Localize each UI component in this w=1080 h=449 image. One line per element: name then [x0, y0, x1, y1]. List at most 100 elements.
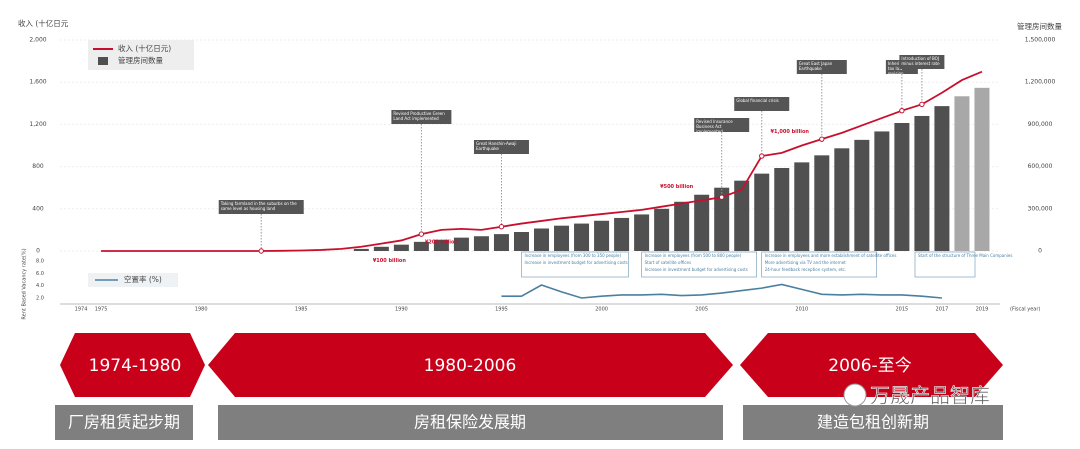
annotation: Revised Insurance Business Act implement…	[696, 119, 733, 132]
phase-arrow	[740, 333, 1003, 397]
y3-tick-label: 8.0	[36, 259, 44, 265]
annotation-box	[473, 140, 529, 154]
y2-axis-title: 管理房间数量	[1017, 21, 1062, 31]
x-tick-label: 2019	[976, 307, 989, 313]
bar	[974, 87, 990, 252]
note-text: Increase in investment budget for advert…	[525, 260, 628, 265]
bar	[393, 244, 409, 251]
annotation-box	[796, 60, 847, 74]
watermark-icon	[843, 383, 867, 407]
annotation: Taking farmland in the suburbs on the sa…	[220, 201, 297, 211]
y2-tick-label: 1,500,000	[1025, 37, 1056, 44]
note-text: Increase in employees (from 500 to 800 p…	[645, 253, 742, 258]
value-callout: ¥500 billion	[660, 184, 694, 190]
legend-swatch	[98, 57, 108, 65]
annotation-text: Inheritance tax law revision	[887, 61, 911, 74]
y3-tick-label: 6.0	[36, 271, 44, 277]
phase-name: 厂房租赁起步期	[68, 413, 180, 432]
x-tick-label: 1990	[395, 307, 408, 313]
legend-label: 收入 (十亿日元)	[118, 43, 171, 53]
y-tick-label: 2,000	[29, 37, 46, 44]
bar	[954, 96, 970, 252]
y2-tick-label: 300,000	[1028, 205, 1053, 212]
bar	[694, 194, 710, 251]
x-tick-label: 1974	[75, 307, 88, 313]
x-tick-label: 1995	[495, 307, 508, 313]
phase-box	[743, 405, 1003, 440]
bar	[934, 106, 950, 251]
line	[501, 283, 942, 299]
y2-tick-label: 0	[1038, 248, 1042, 255]
bar	[634, 214, 650, 251]
annotation-text: Revised Productive Green Land Act implem…	[393, 111, 445, 121]
phase-name: 建造包租创新期	[817, 413, 929, 432]
annotation-dot	[899, 107, 905, 114]
phase-box	[55, 405, 193, 440]
annotation: Introduction of BOJ minus interest rate	[901, 56, 939, 66]
x-tick-label: 2000	[595, 307, 608, 313]
bar	[554, 225, 570, 251]
annotation-box	[391, 110, 452, 124]
annotation: Global financial crisis	[736, 98, 779, 103]
bar	[513, 232, 529, 251]
phase-arrow	[60, 333, 205, 397]
value-callout: ¥200 billion	[425, 239, 459, 245]
bar	[834, 148, 850, 251]
annotation-dot	[759, 153, 765, 159]
annotation-dot	[919, 101, 925, 108]
annotation-text: Global financial crisis	[736, 98, 779, 103]
bar	[894, 122, 910, 251]
bar	[794, 162, 810, 251]
phase-period: 2006-至今	[828, 356, 911, 376]
y-tick-label: 1,600	[29, 79, 46, 86]
y-tick-label: 400	[32, 205, 44, 212]
legend-label: 管理房间数量	[118, 55, 163, 65]
phase-arrow	[208, 333, 733, 397]
y-tick-label: 800	[32, 163, 44, 170]
annotation: Inheritance tax law revision	[887, 61, 911, 74]
phase-box	[218, 405, 723, 440]
annotation-box	[899, 55, 945, 69]
x-tick-label: 2005	[695, 307, 708, 313]
value-callout: ¥1,000 billion	[771, 129, 810, 135]
note-text: 24-hour feedback reception system, etc.	[765, 267, 846, 272]
bar	[874, 131, 890, 251]
bar	[413, 241, 429, 251]
bar	[453, 237, 469, 251]
x-tick-label: 2017	[936, 307, 949, 313]
bar	[473, 236, 489, 251]
phase-period: 1974-1980	[89, 356, 182, 376]
bar	[614, 217, 630, 251]
watermark: 万晟产品智库	[870, 384, 990, 408]
annotation-box	[694, 118, 750, 132]
bar	[754, 173, 770, 251]
bar	[914, 115, 930, 252]
annotation: Great Hanshin-Awaji Earthquake	[476, 141, 517, 151]
annotation-text: Revised Insurance Business Act implement…	[696, 119, 733, 132]
note-box	[761, 251, 878, 278]
bar	[574, 223, 590, 251]
bar	[433, 239, 449, 251]
annotation-box	[218, 200, 304, 214]
note-text: More advertising via TV and the internet	[765, 260, 846, 265]
x-unit: (Fiscal year)	[1010, 307, 1040, 313]
legend-box	[88, 273, 178, 287]
bar	[534, 228, 550, 251]
x-tick-label: 1975	[95, 307, 108, 313]
y3-axis-title: Rent Based Vacancy rate(%)	[22, 248, 28, 319]
bar	[674, 201, 690, 251]
note-box	[641, 251, 757, 278]
bar	[714, 187, 730, 251]
y3-tick-label: 4.0	[36, 283, 44, 289]
annotation: Revised Productive Green Land Act implem…	[393, 111, 445, 121]
bar	[493, 234, 509, 251]
x-tick-label: 2010	[795, 307, 808, 313]
bar	[594, 220, 610, 251]
bar	[353, 248, 369, 251]
annotation-dot	[718, 194, 725, 200]
note-text: Start of satellite offices	[645, 260, 691, 265]
note-box	[914, 251, 976, 278]
bar	[373, 246, 389, 251]
annotation-text: Taking farmland in the suburbs on the sa…	[220, 201, 297, 211]
